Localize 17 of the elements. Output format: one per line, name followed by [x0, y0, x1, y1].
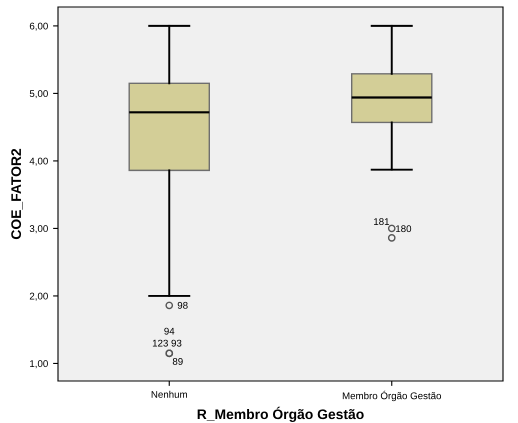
annotation: 123: [152, 340, 168, 347]
annotation: 180: [396, 225, 412, 232]
x-tick-label: Nenhum: [152, 390, 187, 398]
y-tick-label: 2,00: [30, 292, 48, 301]
y-axis-title: COE_FATOR2: [11, 148, 23, 240]
y-tick-label: 5,00: [30, 90, 48, 98]
y-tick-label: 6,00: [30, 22, 48, 31]
annotation: 89: [172, 358, 183, 365]
y-tick-label: 3,00: [30, 225, 48, 234]
annotation: 94: [164, 328, 174, 335]
annotation: 98: [178, 302, 188, 309]
annotation: 93: [171, 340, 182, 347]
x-tick-label: Membro Órgão Gestão: [342, 390, 442, 402]
annotation: 181: [374, 218, 390, 226]
y-tick-label: 4,00: [30, 158, 48, 166]
x-axis-title: R_Membro Órgão Gestão: [198, 406, 364, 422]
y-tick-label: 1,00: [30, 360, 48, 368]
